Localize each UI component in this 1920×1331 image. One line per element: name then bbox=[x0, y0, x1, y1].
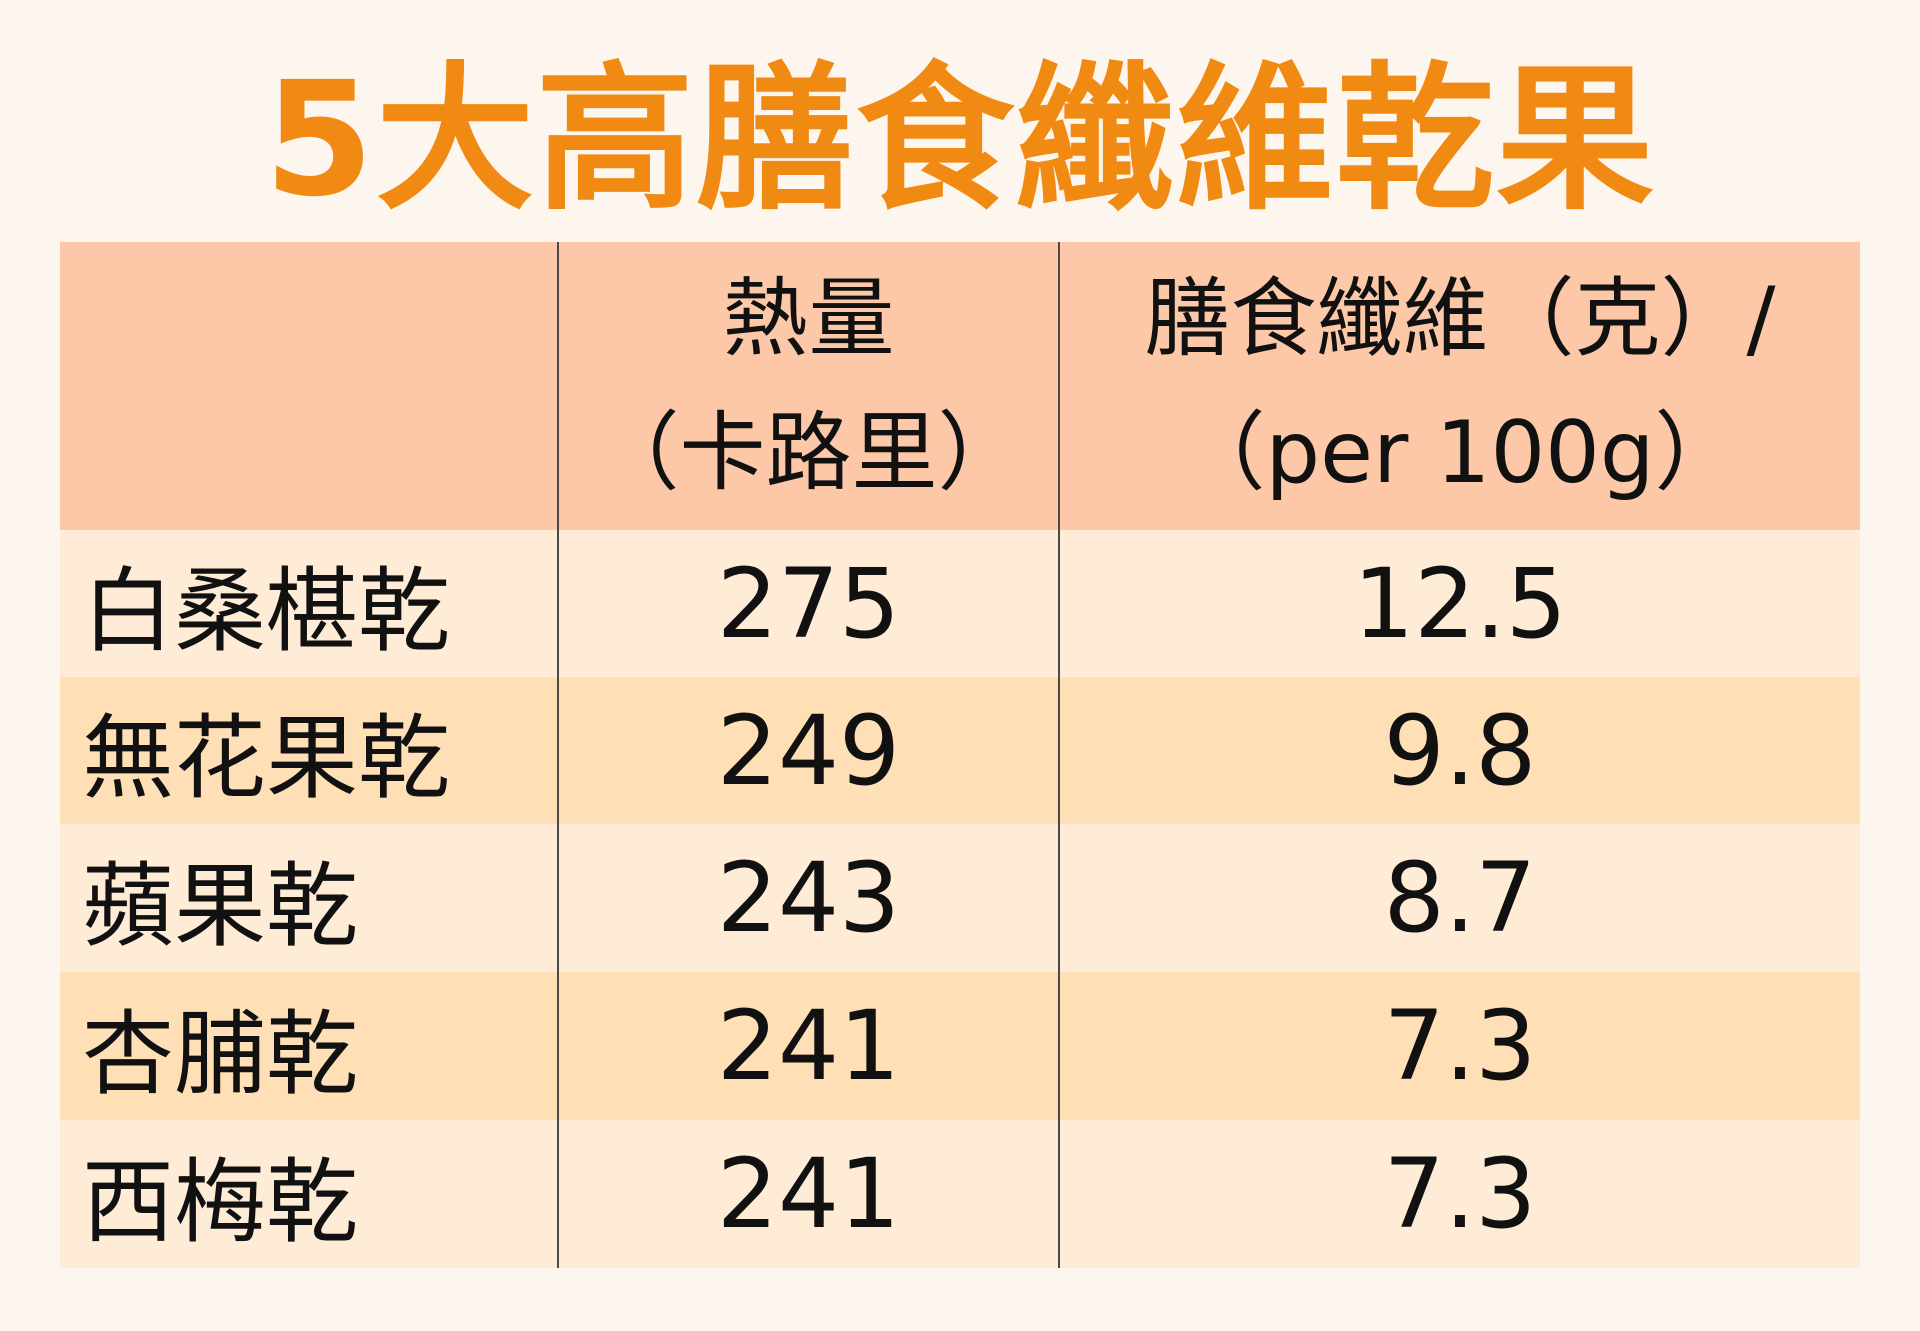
row-name-cell: 無花果乾 bbox=[82, 705, 451, 812]
header-fiber-unit: （per 100g） bbox=[1179, 403, 1741, 503]
header-cell-fiber: 膳食纖維（克）/ （per 100g） bbox=[1058, 242, 1860, 530]
table-row: 杏脯乾 241 7.3 bbox=[60, 972, 1860, 1120]
row-calories-cell: 243 bbox=[557, 824, 1058, 972]
row-fiber-cell: 9.8 bbox=[1058, 677, 1860, 824]
row-calories-cell: 241 bbox=[557, 1120, 1058, 1268]
table-row: 無花果乾 249 9.8 bbox=[60, 677, 1860, 824]
row-calories-cell: 275 bbox=[557, 530, 1058, 677]
row-fiber-cell: 12.5 bbox=[1058, 530, 1860, 677]
header-calories-unit: （卡路里） bbox=[593, 403, 1024, 503]
row-calories-cell: 241 bbox=[557, 972, 1058, 1120]
header-calories-label: 熱量 bbox=[722, 269, 895, 369]
row-fiber-cell: 7.3 bbox=[1058, 972, 1860, 1120]
row-name-cell: 蘋果乾 bbox=[82, 852, 359, 960]
table-row: 蘋果乾 243 8.7 bbox=[60, 824, 1860, 972]
row-calories-cell: 249 bbox=[557, 677, 1058, 824]
row-fiber-cell: 7.3 bbox=[1058, 1120, 1860, 1268]
row-name-cell: 西梅乾 bbox=[82, 1148, 359, 1256]
page-title: 5大高膳食纖維乾果 bbox=[264, 48, 1656, 232]
table-header-row: 熱量 （卡路里） 膳食纖維（克）/ （per 100g） bbox=[60, 242, 1860, 530]
row-name-cell: 杏脯乾 bbox=[82, 1000, 359, 1108]
header-fiber-label: 膳食纖維（克）/ bbox=[1144, 269, 1776, 369]
row-name-cell: 白桑椹乾 bbox=[82, 558, 451, 665]
table-row: 西梅乾 241 7.3 bbox=[60, 1120, 1860, 1268]
row-fiber-cell: 8.7 bbox=[1058, 824, 1860, 972]
fiber-table: 熱量 （卡路里） 膳食纖維（克）/ （per 100g） 白桑椹乾 275 12… bbox=[60, 242, 1860, 1268]
header-cell-calories: 熱量 （卡路里） bbox=[557, 242, 1058, 530]
table-row: 白桑椹乾 275 12.5 bbox=[60, 530, 1860, 677]
header-cell-name bbox=[60, 242, 557, 530]
